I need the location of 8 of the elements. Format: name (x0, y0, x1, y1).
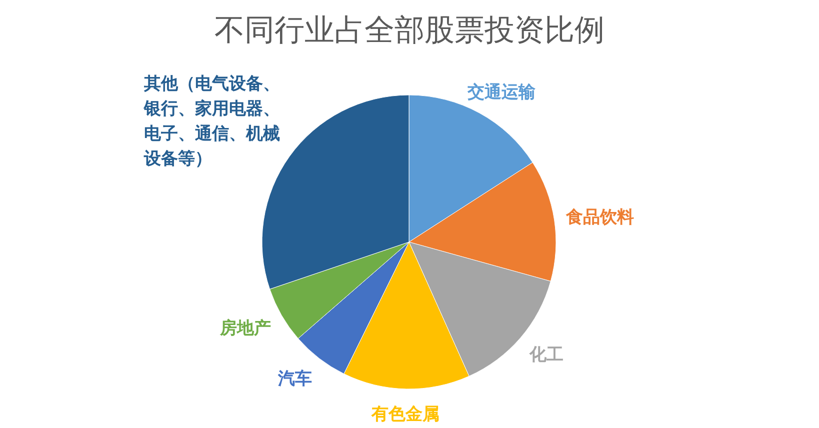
slice-label: 其他（电气设备、银行、家用电器、电子、通信、机械设备等） (142, 74, 280, 169)
slice-label: 食品饮料 (565, 207, 634, 228)
slice-label: 化工 (528, 344, 564, 365)
slice-label: 汽车 (276, 368, 312, 389)
slice-label: 有色金属 (370, 404, 440, 425)
slice-label: 房地产 (219, 318, 272, 339)
slice-label: 交通运输 (466, 82, 536, 103)
chart-title: 不同行业占全部股票投资比例 (214, 13, 604, 48)
